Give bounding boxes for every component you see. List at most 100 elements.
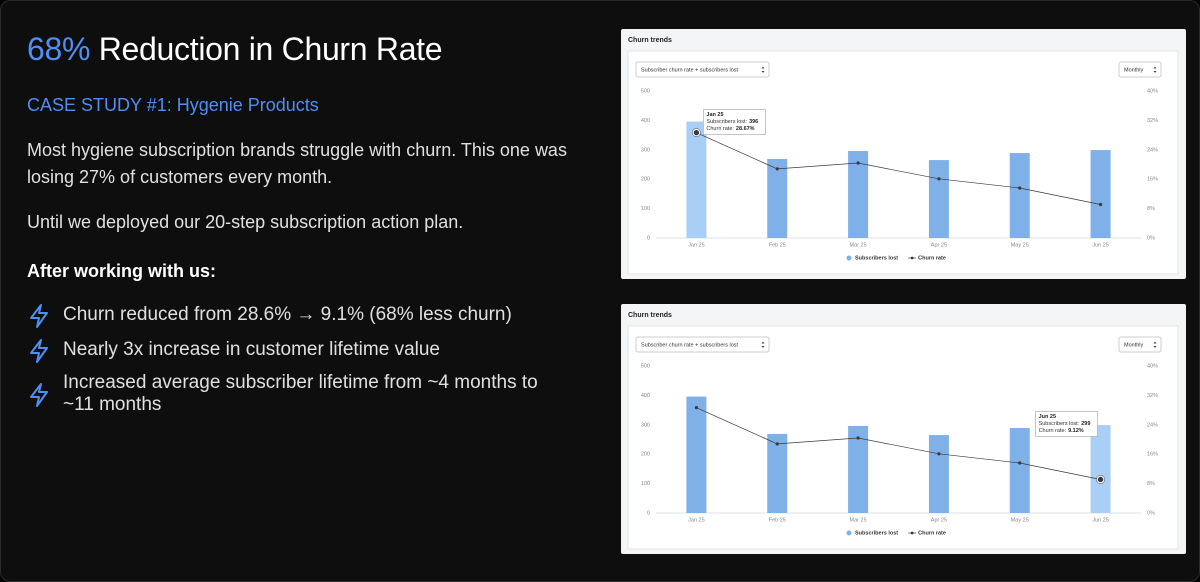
x-tick-label: Jun 25 (1092, 517, 1109, 523)
line-point[interactable] (1018, 186, 1022, 190)
x-tick-label: May 25 (1011, 517, 1029, 523)
chart: Churn trends Subscriber churn rate + subs… (627, 312, 1179, 550)
chart-card: Churn trends Subscriber churn rate + subs… (621, 304, 1186, 554)
chart-card: Churn trends Subscriber churn rate + subs… (621, 29, 1186, 279)
bar[interactable] (848, 150, 869, 238)
bar[interactable] (1090, 425, 1111, 513)
dropdown-caret (1153, 66, 1157, 73)
bar[interactable] (928, 160, 949, 238)
x-tick-label: Feb 25 (769, 517, 786, 523)
x-tick-label: Jan 25 (688, 517, 705, 523)
x-tick-label: Mar 25 (850, 242, 867, 248)
paragraph: Most hygiene subscription brands struggl… (27, 140, 567, 187)
legend-swatch (910, 531, 914, 535)
dropdown-caret (1153, 341, 1157, 348)
y2-tick-label: 0% (1147, 235, 1155, 241)
tooltip-value: 396 (749, 119, 758, 125)
line-point[interactable] (856, 161, 860, 165)
bullet-text: Churn reduced from 28.6% → 9.1% (68% les… (63, 304, 512, 325)
dropdown-label[interactable]: Subscriber churn rate + subscribers lost (641, 342, 739, 348)
dropdown-label[interactable]: Subscriber churn rate + subscribers lost (641, 67, 739, 73)
point-ring (691, 128, 701, 138)
y2-tick-label: 16% (1147, 452, 1158, 458)
bullet: Nearly 3x increase in customer lifetime … (27, 339, 587, 364)
headline-text: Reduction in Churn Rate (98, 31, 443, 67)
paragraph: Until we deployed our 20-step subscripti… (27, 212, 464, 232)
tooltip-title: Jun 25 (1039, 414, 1056, 420)
bullet: Increased average subscriber lifetime fr… (27, 372, 577, 416)
chart-panel (627, 325, 1179, 550)
y2-tick-label: 40% (1147, 88, 1158, 94)
list-heading: After working with us: (27, 261, 216, 281)
tooltip-value: 9.12% (1068, 428, 1084, 434)
card-title: Churn trends (628, 37, 672, 44)
y-tick-label: 300 (641, 422, 650, 428)
line-point[interactable] (856, 436, 860, 440)
bolt-icon (30, 304, 48, 328)
y2-tick-label: 32% (1147, 393, 1158, 399)
line-point[interactable] (937, 177, 941, 181)
line-point[interactable] (692, 128, 701, 137)
line-point[interactable] (775, 442, 779, 446)
bar[interactable] (928, 435, 949, 513)
line-point[interactable] (1098, 202, 1103, 207)
y2-tick-label: 8% (1147, 206, 1155, 212)
line-point[interactable] (1096, 475, 1105, 484)
bar[interactable] (1009, 428, 1030, 513)
legend-label[interactable]: Churn rate (918, 255, 946, 261)
legend-swatch (846, 530, 852, 536)
bar[interactable] (686, 121, 707, 238)
legend-label[interactable]: Subscribers lost (855, 530, 898, 536)
legend-swatch (846, 255, 852, 261)
line-point[interactable] (694, 406, 699, 410)
bullet-text: Increased average subscriber lifetime fr… (63, 372, 538, 415)
dropdown-caret (761, 66, 765, 73)
x-tick-label: Apr 25 (931, 517, 947, 523)
y2-tick-label: 24% (1147, 147, 1158, 153)
line (696, 407, 1101, 480)
x-tick-label: May 25 (1011, 242, 1029, 248)
chart: Churn trends Subscriber churn rate + subs… (627, 37, 1179, 275)
line-point[interactable] (775, 167, 779, 171)
card-title: Churn trends (628, 312, 672, 319)
legend-label[interactable]: Churn rate (918, 530, 946, 536)
bolt-icon (30, 339, 48, 363)
dropdown[interactable] (635, 336, 770, 353)
line-point[interactable] (937, 452, 941, 456)
dropdown[interactable] (1118, 336, 1162, 353)
y-tick-label: 200 (641, 452, 650, 458)
bar[interactable] (767, 158, 788, 238)
bar[interactable] (767, 433, 788, 513)
bar[interactable] (848, 425, 869, 513)
tooltip-title: Jan 25 (706, 112, 723, 118)
y-tick-label: 0 (647, 510, 650, 516)
dropdown[interactable] (635, 61, 770, 78)
tooltip-box (1035, 411, 1098, 437)
x-tick-label: Jun 25 (1092, 242, 1109, 248)
tooltip-box (703, 109, 766, 135)
y2-tick-label: 16% (1147, 177, 1158, 183)
line-point[interactable] (1018, 461, 1022, 465)
tooltip-label: Subscribers lost: (706, 119, 747, 125)
legend-swatch (910, 256, 914, 260)
headline: 68% Reduction in Churn Rate (27, 31, 443, 68)
bolt-icon (30, 383, 48, 407)
y2-tick-label: 8% (1147, 481, 1155, 487)
tooltip-label: Churn rate: (706, 126, 734, 132)
bar[interactable] (1090, 150, 1111, 238)
legend-label[interactable]: Subscribers lost (855, 255, 898, 261)
dropdown-label[interactable]: Monthly (1124, 67, 1144, 73)
bar[interactable] (686, 396, 707, 513)
dropdown[interactable] (1118, 61, 1162, 78)
x-tick-label: Apr 25 (931, 242, 947, 248)
y-tick-label: 0 (647, 235, 650, 241)
y-tick-label: 100 (641, 206, 650, 212)
dropdown-label[interactable]: Monthly (1124, 342, 1144, 348)
case-study-label: CASE STUDY #1: Hygenie Products (27, 95, 319, 115)
y-tick-label: 500 (641, 363, 650, 369)
bar[interactable] (1009, 153, 1030, 238)
y2-tick-label: 0% (1147, 510, 1155, 516)
tooltip-value: 28.67% (736, 126, 755, 132)
